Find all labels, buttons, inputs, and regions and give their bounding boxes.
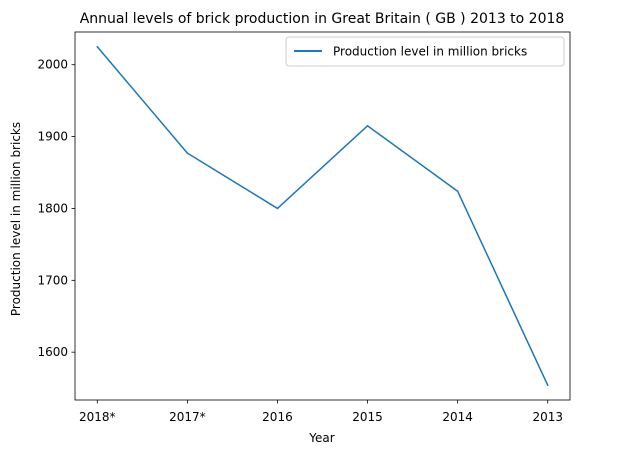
data-point: [366, 125, 369, 127]
y-tick-label: 1700: [37, 273, 68, 287]
y-tick-label: 1600: [37, 345, 68, 359]
data-point: [186, 152, 189, 154]
x-tick-label: 2015: [352, 410, 383, 424]
y-axis-title: Production level in million bricks: [9, 122, 23, 316]
x-tick-label: 2018*: [79, 410, 116, 424]
y-tick-label: 2000: [37, 58, 68, 72]
legend: Production level in million bricks: [285, 36, 565, 67]
x-tick-label: 2013: [532, 410, 563, 424]
chart-title: Annual levels of brick production in Gre…: [80, 11, 565, 27]
x-tick-label: 2016: [262, 410, 293, 424]
data-point: [456, 190, 459, 193]
data-point: [96, 45, 99, 48]
y-tick-label: 1900: [37, 130, 68, 144]
x-axis-title: Year: [308, 431, 334, 445]
legend-label: Production level in million bricks: [333, 45, 527, 59]
legend-box: [285, 36, 565, 67]
plot-area: 1600 1700 1800 1900 2000 2018* 2017* 2016 2015 20…: [37, 31, 571, 424]
axes-frame: [74, 31, 571, 401]
series-line: [96, 46, 549, 386]
y-tick-label: 1800: [37, 201, 68, 215]
data-point: [276, 207, 279, 210]
x-tick-label: 2014: [442, 410, 473, 424]
data-point: [546, 384, 549, 387]
x-tick-label: 2017*: [169, 410, 206, 424]
